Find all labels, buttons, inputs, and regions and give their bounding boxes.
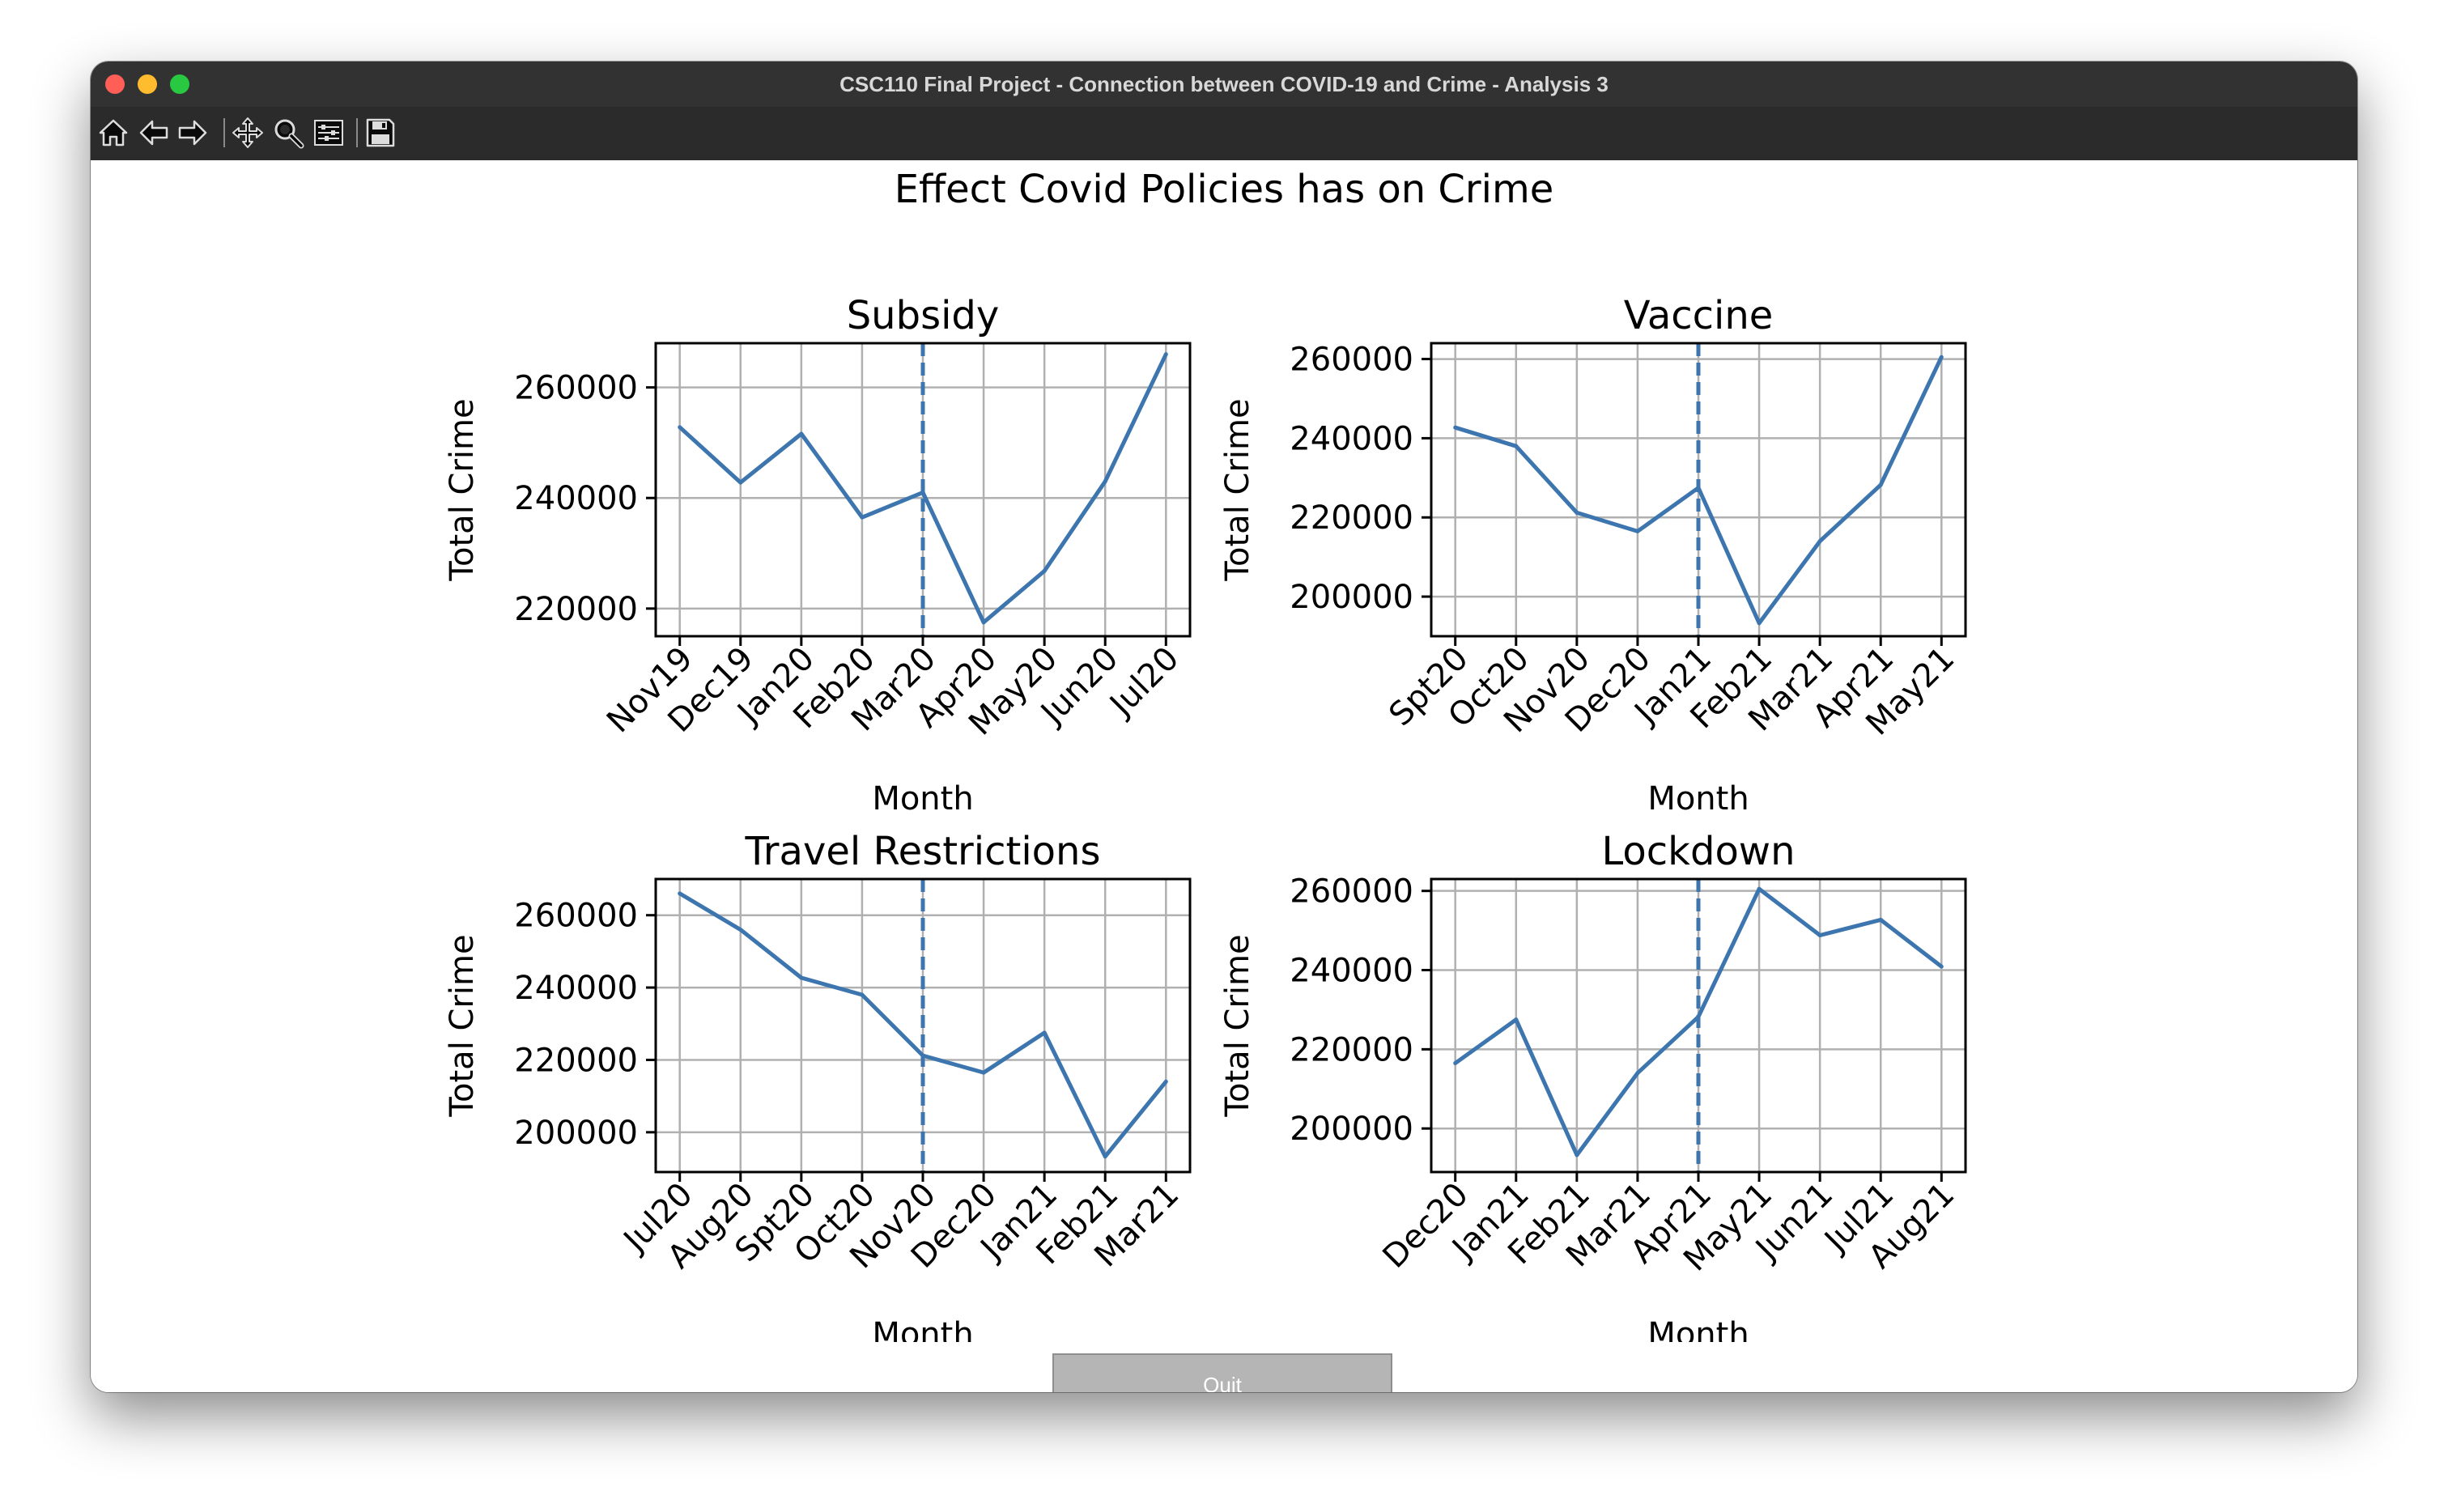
zoom-button[interactable] — [270, 115, 306, 151]
home-button[interactable] — [96, 115, 131, 151]
maximize-window-button[interactable] — [170, 74, 189, 94]
data-point — [1878, 482, 1883, 487]
data-point — [738, 928, 743, 932]
data-point — [1817, 932, 1822, 937]
data-point — [1939, 355, 1944, 359]
y-tick-label: 240000 — [1290, 420, 1413, 457]
y-axis-label: Total Crime — [444, 398, 481, 581]
chart-subsidy: Nov19Dec19Jan20Feb20Mar20Apr20May20Jun20… — [444, 293, 1192, 818]
y-tick-label: 260000 — [514, 370, 638, 407]
subplot-title: Subsidy — [847, 293, 1000, 338]
y-tick-label: 200000 — [1290, 579, 1413, 616]
y-tick-label: 260000 — [514, 898, 638, 935]
figure-suptitle: Effect Covid Policies has on Crime — [895, 167, 1554, 212]
y-tick-label: 220000 — [1290, 499, 1413, 537]
y-tick-label: 220000 — [1290, 1031, 1413, 1068]
back-arrow-icon — [139, 120, 168, 146]
data-point — [1103, 1154, 1107, 1159]
title-bar: CSC110 Final Project - Connection betwee… — [91, 62, 2357, 108]
forward-arrow-icon — [178, 120, 207, 146]
data-point — [678, 891, 682, 896]
data-point — [1878, 917, 1883, 922]
y-axis-label: Total Crime — [1219, 398, 1256, 581]
y-tick-label: 220000 — [514, 591, 638, 628]
data-point — [1635, 529, 1640, 533]
home-icon — [99, 119, 128, 147]
data-point — [1453, 1060, 1458, 1065]
data-point — [1635, 1071, 1640, 1076]
y-tick-label: 200000 — [1290, 1111, 1413, 1148]
configure-subplots-button[interactable] — [311, 115, 346, 151]
subplot-title: Travel Restrictions — [745, 829, 1101, 874]
quit-button[interactable]: Quit — [1052, 1353, 1392, 1392]
configure-subplots-icon — [314, 120, 343, 146]
x-tick-label: Jul20 — [1102, 640, 1187, 725]
x-axis-label: Month — [1647, 1316, 1749, 1342]
app-window: CSC110 Final Project - Connection betwee… — [91, 62, 2357, 1392]
y-tick-label: 240000 — [514, 480, 638, 517]
data-point — [1757, 621, 1762, 626]
data-point — [920, 490, 925, 495]
y-axis-label: Total Crime — [1219, 934, 1256, 1117]
subplot-title: Lockdown — [1602, 829, 1796, 874]
data-point — [860, 992, 865, 997]
data-point — [1514, 444, 1519, 448]
chart-travel-restrictions: Jul20Aug20Spt20Oct20Nov20Dec20Jan21Feb21… — [444, 829, 1192, 1353]
data-point — [1514, 1017, 1519, 1022]
data-point — [1696, 1014, 1701, 1019]
data-point — [1757, 886, 1762, 891]
y-tick-label: 260000 — [1290, 342, 1413, 379]
pan-button[interactable] — [230, 115, 266, 151]
minimize-window-button[interactable] — [138, 74, 157, 94]
x-axis-label: Month — [872, 1316, 973, 1342]
zoom-icon — [274, 119, 304, 149]
x-axis-label: Month — [1647, 780, 1749, 818]
data-point — [981, 620, 986, 625]
data-point — [738, 480, 743, 485]
toolbar — [91, 107, 2357, 160]
data-point — [1939, 964, 1944, 969]
window-title: CSC110 Final Project - Connection betwee… — [839, 72, 1609, 96]
save-icon — [366, 118, 395, 147]
y-tick-label: 260000 — [1290, 873, 1413, 911]
data-point — [799, 975, 804, 980]
data-point — [1163, 1079, 1168, 1084]
data-point — [1817, 539, 1822, 544]
data-point — [1103, 479, 1107, 484]
x-axis-label: Month — [872, 780, 973, 818]
forward-button[interactable] — [175, 115, 210, 151]
close-window-button[interactable] — [105, 74, 125, 94]
figure: Effect Covid Policies has on Crime Nov19… — [444, 167, 1967, 1353]
subplot-title: Vaccine — [1624, 293, 1774, 338]
toolbar-separator — [356, 118, 358, 147]
data-point — [1042, 568, 1047, 573]
y-axis-label: Total Crime — [444, 934, 481, 1117]
figure-canvas: Effect Covid Policies has on Crime Nov19… — [91, 160, 2357, 1392]
data-point — [860, 515, 865, 520]
y-tick-label: 200000 — [514, 1115, 638, 1152]
y-tick-label: 240000 — [1290, 953, 1413, 990]
data-point — [678, 425, 682, 430]
data-point — [1575, 510, 1579, 515]
data-point — [1163, 352, 1168, 357]
data-point — [799, 431, 804, 436]
pan-icon — [232, 117, 263, 148]
chart-lockdown: Dec20Jan21Feb21Mar21Apr21May21Jun21Jul21… — [1219, 829, 1967, 1353]
data-point — [920, 1053, 925, 1058]
data-point — [1575, 1153, 1579, 1157]
data-point — [981, 1070, 986, 1075]
chart-vaccine: Spt20Oct20Nov20Dec20Jan21Feb21Mar21Apr21… — [1219, 293, 1967, 818]
toolbar-separator — [223, 118, 225, 147]
data-point — [1453, 425, 1458, 430]
y-tick-label: 220000 — [514, 1042, 638, 1079]
data-point — [1696, 486, 1701, 491]
y-tick-label: 240000 — [514, 970, 638, 1007]
save-button[interactable] — [363, 115, 398, 151]
back-button[interactable] — [136, 115, 172, 151]
data-point — [1042, 1030, 1047, 1035]
